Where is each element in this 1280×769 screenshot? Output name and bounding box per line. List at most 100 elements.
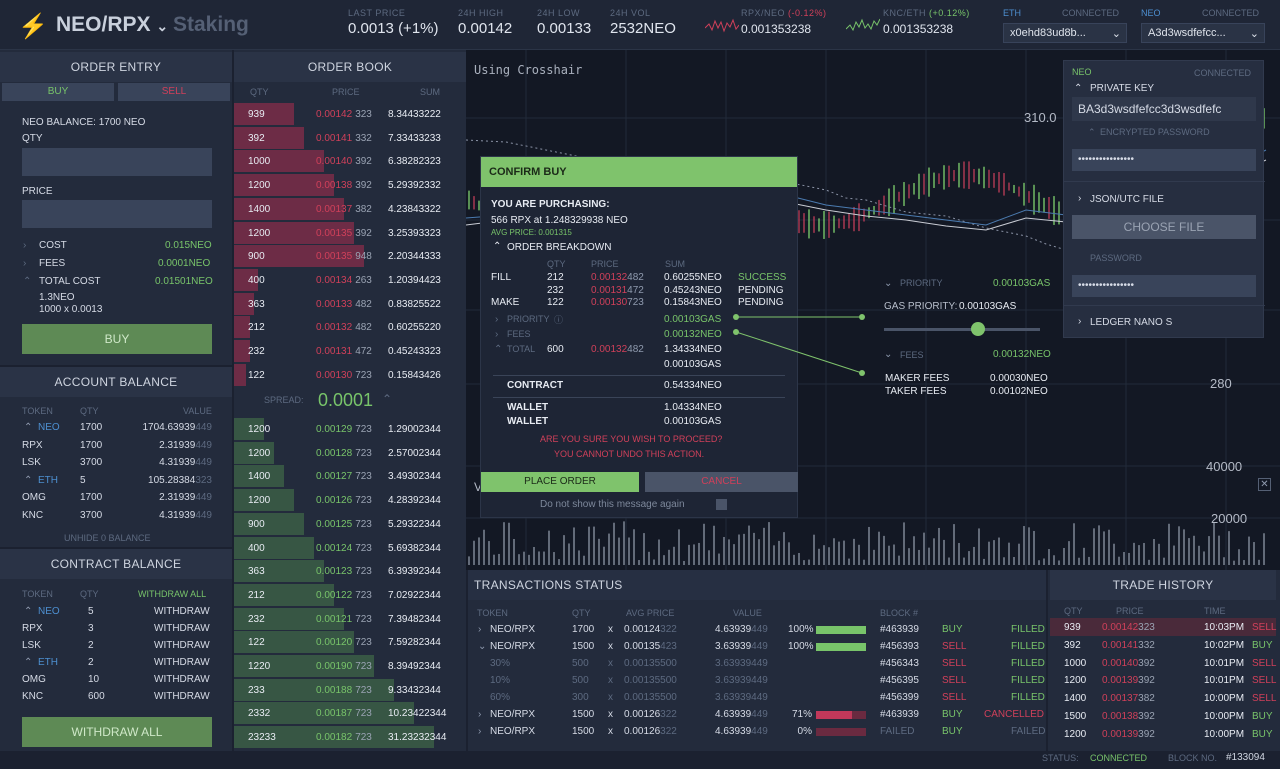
row-qty: 392 — [248, 132, 265, 144]
chevron-right-icon[interactable]: › — [23, 258, 27, 269]
encrypted-password-input[interactable]: •••••••••••••••• — [1072, 149, 1256, 171]
password-input[interactable]: •••••••••••••••• — [1072, 275, 1256, 297]
ask-row[interactable]: 1000 0.00140 392 6.38282323 — [234, 150, 466, 173]
gas-slider[interactable] — [884, 328, 1040, 331]
ask-row[interactable]: 363 0.00133 482 0.83825522 — [234, 292, 466, 315]
ask-row[interactable]: 1200 0.00138 392 5.29392332 — [234, 174, 466, 197]
price-input[interactable] — [22, 200, 212, 228]
chevron-up-icon[interactable]: ⌃ — [24, 606, 33, 617]
hist-side: SELL — [1252, 622, 1277, 633]
neo-address-select[interactable]: A3d3wsdfefcc... ⌄ — [1141, 23, 1265, 43]
withdraw-all-button[interactable]: WITHDRAW ALL — [22, 717, 212, 747]
chevron-down-icon[interactable]: ⌄ — [478, 641, 487, 652]
unhide-zero-link[interactable]: UNHIDE 0 BALANCE — [64, 533, 151, 543]
sell-tab[interactable]: SELL — [118, 83, 230, 101]
ask-row[interactable]: 392 0.00141 332 7.33433233 — [234, 126, 466, 149]
bid-row[interactable]: 1200 0.00126 723 4.28392344 — [234, 489, 466, 512]
withdraw-button[interactable]: WITHDRAW — [154, 657, 210, 668]
token-qty: 2 — [88, 657, 94, 668]
chevron-right-icon[interactable]: › — [1078, 316, 1082, 327]
chevron-down-icon[interactable]: ⌄ — [884, 278, 893, 289]
ask-row[interactable]: 939 0.00142 323 8.34433222 — [234, 103, 466, 125]
chevron-right-icon[interactable]: › — [478, 709, 482, 720]
place-order-button[interactable]: PLACE ORDER — [481, 472, 639, 492]
tx-x: x — [608, 641, 613, 652]
volume-bar — [983, 558, 985, 565]
qty-input[interactable] — [22, 148, 212, 176]
ask-row[interactable]: 232 0.00131 472 0.45243323 — [234, 340, 466, 362]
bid-row[interactable]: 232 0.00121 723 7.39482344 — [234, 607, 466, 630]
chevron-up-icon[interactable]: ⌃ — [1088, 127, 1096, 137]
col-qty: QTY — [572, 608, 591, 618]
pair-selector[interactable]: NEO/RPX ⌄ — [56, 13, 168, 37]
chevron-up-icon[interactable]: ⌃ — [23, 276, 32, 287]
withdraw-button[interactable]: WITHDRAW — [154, 606, 210, 617]
gas-slider-handle[interactable] — [971, 322, 985, 336]
bid-row[interactable]: 233 0.00188 723 9.33432344 — [234, 678, 466, 701]
bid-row[interactable]: 900 0.00125 723 5.29322344 — [234, 512, 466, 535]
bid-row[interactable]: 2332 0.00187 723 10.23422344 — [234, 702, 466, 725]
chevron-right-icon[interactable]: › — [23, 240, 27, 251]
withdraw-button[interactable]: WITHDRAW — [154, 640, 210, 651]
choose-file-button[interactable]: CHOOSE FILE — [1072, 215, 1256, 239]
tx-block: #456395 — [880, 675, 919, 686]
bid-row[interactable]: 1200 0.00129 723 1.29002344 — [234, 418, 466, 440]
volume-bar — [1088, 556, 1090, 565]
ask-row[interactable]: 122 0.00130 723 0.15843426 — [234, 363, 466, 386]
bid-row[interactable]: 1400 0.00127 723 3.49302344 — [234, 465, 466, 488]
chevron-up-icon[interactable]: ⌃ — [24, 422, 33, 433]
buy-tab[interactable]: BUY — [2, 83, 114, 101]
close-icon[interactable]: ✕ — [1258, 478, 1271, 491]
row-qty: 900 — [248, 251, 265, 263]
chevron-right-icon[interactable]: › — [495, 329, 499, 340]
cancel-button[interactable]: CANCEL — [645, 472, 798, 492]
bid-row[interactable]: 212 0.00122 723 7.02922344 — [234, 583, 466, 606]
private-key-input[interactable]: BA3d3wsdfefcc3d3wsdfefc — [1072, 97, 1256, 121]
withdraw-all-link[interactable]: WITHDRAW ALL — [138, 589, 207, 599]
token-value: 2.31939449 — [134, 440, 212, 451]
chevron-right-icon[interactable]: › — [478, 624, 482, 635]
ask-row[interactable]: 400 0.00134 263 1.20394423 — [234, 268, 466, 291]
chevron-up-icon[interactable]: ⌃ — [494, 344, 503, 355]
ask-row[interactable]: 1400 0.00137 382 4.23843322 — [234, 197, 466, 220]
bid-row[interactable]: 363 0.00123 723 6.39392344 — [234, 560, 466, 583]
chevron-right-icon[interactable]: › — [1078, 193, 1082, 204]
buy-button[interactable]: BUY — [22, 324, 212, 354]
hist-side: SELL — [1252, 657, 1277, 669]
ask-row[interactable]: 212 0.00132 482 0.60255220 — [234, 316, 466, 339]
withdraw-button[interactable]: WITHDRAW — [154, 691, 210, 702]
dont-show-checkbox[interactable] — [716, 499, 727, 510]
volume-bar — [643, 533, 645, 565]
volume-bar — [1093, 528, 1095, 565]
gas-priority-label: GAS PRIORITY: — [884, 301, 958, 312]
candle — [468, 190, 470, 210]
withdraw-button[interactable]: WITHDRAW — [154, 623, 210, 634]
bid-row[interactable]: 1220 0.00190 723 8.39492344 — [234, 655, 466, 677]
chevron-down-icon: ⌄ — [156, 18, 169, 34]
chevron-up-icon[interactable]: ⌃ — [1074, 83, 1083, 94]
staking-tab[interactable]: Staking — [173, 13, 249, 36]
withdraw-button[interactable]: WITHDRAW — [154, 674, 210, 685]
bid-row[interactable]: 23233 0.00182 723 31.23232344 — [234, 726, 466, 749]
tx-block: FAILED — [880, 726, 915, 737]
row-price: 0.00124 — [316, 542, 353, 554]
bid-row[interactable]: 122 0.00120 723 7.59282344 — [234, 631, 466, 654]
row-price: 0.00135 — [316, 251, 353, 263]
bid-row[interactable]: 400 0.00124 723 5.69382344 — [234, 536, 466, 559]
bid-row[interactable]: 1200 0.00128 723 2.57002344 — [234, 441, 466, 464]
help-icon[interactable]: ⓘ — [554, 315, 564, 325]
wallet-gas-value: 0.00103GAS — [664, 416, 722, 427]
chevron-up-icon[interactable]: ⌃ — [24, 657, 33, 668]
chevron-up-icon[interactable]: ⌃ — [493, 241, 502, 252]
ask-row[interactable]: 1200 0.00135 392 3.25393323 — [234, 221, 466, 244]
eth-address-select[interactable]: x0ehd83ud8b... ⌄ — [1003, 23, 1127, 43]
ask-row[interactable]: 900 0.00135 948 2.20344333 — [234, 245, 466, 268]
chevron-right-icon[interactable]: › — [495, 314, 499, 325]
chevron-right-icon[interactable]: › — [478, 726, 482, 737]
chevron-up-icon[interactable]: ⌃ — [24, 474, 33, 486]
taker-fees-label: TAKER FEES — [885, 386, 947, 397]
volume-bar — [853, 538, 855, 565]
row-price: 0.00131 — [316, 346, 353, 357]
hist-time: 10:00PM — [1204, 711, 1245, 722]
chevron-down-icon[interactable]: ⌄ — [884, 349, 893, 360]
